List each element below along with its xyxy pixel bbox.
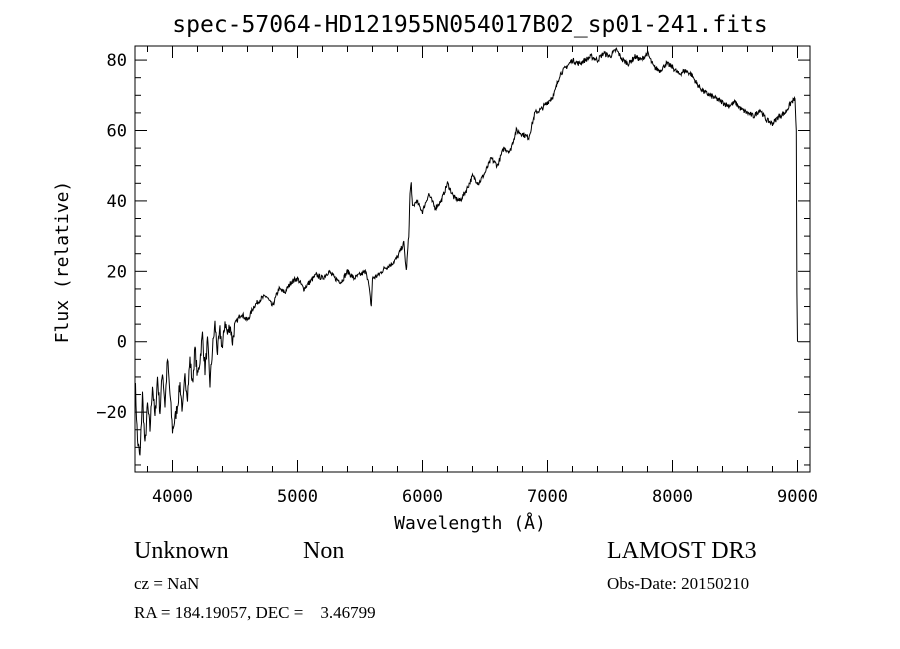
plot-frame [134,45,811,473]
y-tick-label: 40 [107,192,127,212]
class-label: Unknown [134,538,229,564]
x-tick-label: 7000 [527,487,568,507]
x-axis-label: Wavelength (Å) [394,512,546,534]
y-tick-label: −20 [96,403,127,423]
x-tick-label: 6000 [402,487,443,507]
cz-label: cz = NaN [134,574,200,593]
x-tick-label: 5000 [277,487,318,507]
obs-date-label: Obs-Date: 20150210 [607,574,750,593]
y-axis-label: Flux (relative) [52,181,73,344]
y-tick-label: 60 [107,121,127,141]
axes: 4000 5000 6000 7000 8000 9000 −20 0 20 40 60 80 [96,45,818,507]
subclass-label: Non [303,538,345,564]
spectrum-series-line [134,47,798,456]
x-tick-label: 9000 [777,487,818,507]
x-tick-label: 4000 [152,487,193,507]
y-tick-label: 0 [117,333,127,353]
survey-label: LAMOST DR3 [607,538,757,564]
y-tick-label: 20 [107,262,127,282]
chart-title: spec-57064-HD121955N054017B02_sp01-241.f… [172,12,767,38]
x-tick-label: 8000 [652,487,693,507]
coords-label: RA = 184.19057, DEC = 3.46799 [134,603,376,622]
y-tick-label: 80 [107,51,127,71]
